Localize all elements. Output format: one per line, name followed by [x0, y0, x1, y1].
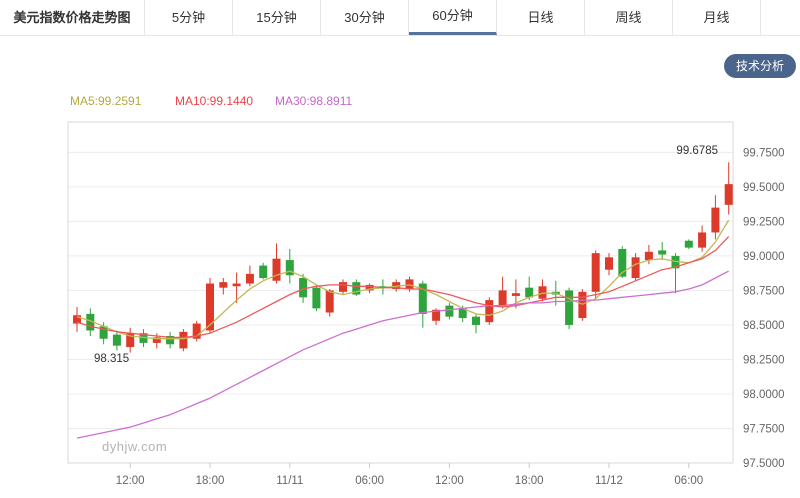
- x-axis-label: 06:00: [674, 475, 703, 487]
- tab-5min[interactable]: 5分钟: [145, 0, 233, 35]
- x-axis-label: 06:00: [355, 475, 384, 487]
- tab-monthly[interactable]: 月线: [673, 0, 761, 35]
- tab-15min[interactable]: 15分钟: [233, 0, 321, 35]
- candle-body: [538, 286, 547, 299]
- x-axis-label: 11/11: [276, 475, 303, 487]
- candle-body: [591, 253, 600, 292]
- candle-body: [272, 258, 281, 281]
- y-axis-label: 98.2500: [743, 354, 785, 366]
- candle-body: [684, 240, 693, 248]
- candle-body: [432, 309, 441, 321]
- candle-body: [152, 337, 161, 343]
- candle-body: [485, 300, 494, 323]
- x-axis-label: 18:00: [196, 475, 225, 487]
- candle-body: [166, 335, 175, 345]
- tab-daily[interactable]: 日线: [497, 0, 585, 35]
- candle-body: [112, 334, 121, 346]
- y-axis-label: 98.5000: [743, 320, 785, 332]
- y-axis-label: 99.7500: [743, 147, 785, 159]
- x-axis-label: 12:00: [435, 475, 464, 487]
- candle-body: [73, 315, 81, 324]
- candle-body: [631, 257, 640, 279]
- low-price-annotation: 98.315: [94, 353, 130, 365]
- y-axis-label: 97.7500: [743, 423, 785, 435]
- grid-and-y-axis: 99.7500 99.5000 99.2500 99.0000 98.7500 98.50…: [68, 147, 785, 470]
- candle-body: [86, 313, 95, 331]
- tab-weekly[interactable]: 周线: [585, 0, 673, 35]
- plot-border: [67, 121, 734, 464]
- candle-body: [179, 331, 188, 349]
- ma30-legend-value: MA30:98.8911: [275, 94, 353, 108]
- candle-body: [405, 279, 414, 290]
- candle-body: [418, 283, 427, 314]
- interval-tabbar: 美元指数价格走势图 5分钟 15分钟 30分钟 60分钟 日线 周线 月线: [0, 0, 800, 36]
- y-axis-label: 98.7500: [743, 285, 785, 297]
- high-price-annotation: 99.6785: [676, 145, 718, 157]
- x-axis: 12:00 18:00 11/11 06:00 12:00 18:00 11/12 06:00: [116, 463, 703, 487]
- y-axis-label: 97.5000: [743, 458, 785, 470]
- ma5-line: [76, 219, 730, 340]
- candle-body: [365, 284, 374, 291]
- tab-60min-active[interactable]: 60分钟: [409, 0, 497, 35]
- x-axis-label: 11/12: [595, 475, 623, 487]
- candle-body: [126, 333, 135, 348]
- y-axis-label: 99.2500: [743, 216, 785, 228]
- ma30-line: [76, 270, 729, 439]
- candle-body: [339, 282, 347, 292]
- candle-body: [578, 291, 587, 319]
- candle-body: [498, 290, 507, 306]
- technical-analysis-button[interactable]: 技术分析: [724, 54, 796, 78]
- candle-body: [192, 323, 201, 339]
- candle-body: [219, 282, 228, 288]
- x-axis-label: 18:00: [515, 475, 544, 487]
- candle-body: [352, 282, 361, 295]
- x-axis-label: 12:00: [116, 475, 145, 487]
- candle-body: [99, 326, 108, 339]
- candle-body: [232, 283, 241, 287]
- candle-body: [698, 232, 707, 248]
- y-axis-label: 99.5000: [743, 182, 785, 194]
- y-axis-label: 99.0000: [743, 251, 785, 263]
- candle-body: [724, 184, 733, 205]
- candle-body: [605, 257, 613, 270]
- watermark: dyhjw.com: [102, 439, 168, 454]
- candle-body: [658, 250, 667, 255]
- candle-body: [392, 282, 401, 290]
- page-title: 美元指数价格走势图: [0, 0, 145, 35]
- candle-body: [299, 278, 308, 298]
- candle-body: [312, 287, 321, 309]
- candle-body: [511, 293, 520, 296]
- tab-30min[interactable]: 30分钟: [321, 0, 409, 35]
- candle-body: [139, 333, 148, 343]
- candle-body: [259, 265, 268, 279]
- candle-body: [325, 290, 334, 313]
- y-axis-label: 98.0000: [743, 389, 785, 401]
- candle-body: [445, 305, 454, 317]
- candle-body: [565, 290, 574, 325]
- ma10-legend-value: MA10:99.1440: [175, 94, 254, 108]
- candle-body: [206, 283, 214, 331]
- candle-body: [458, 308, 467, 319]
- candle-body: [618, 249, 627, 277]
- candle-body: [245, 273, 254, 284]
- candle-body: [711, 207, 720, 233]
- ma5-legend-value: MA5:99.2591: [70, 94, 142, 108]
- candle-body: [525, 287, 534, 298]
- candle-body: [671, 255, 680, 269]
- candle-body: [472, 316, 480, 325]
- candle-body: [644, 251, 653, 261]
- candles: [73, 162, 733, 353]
- ma10-line: [76, 236, 730, 339]
- candle-body: [285, 260, 294, 276]
